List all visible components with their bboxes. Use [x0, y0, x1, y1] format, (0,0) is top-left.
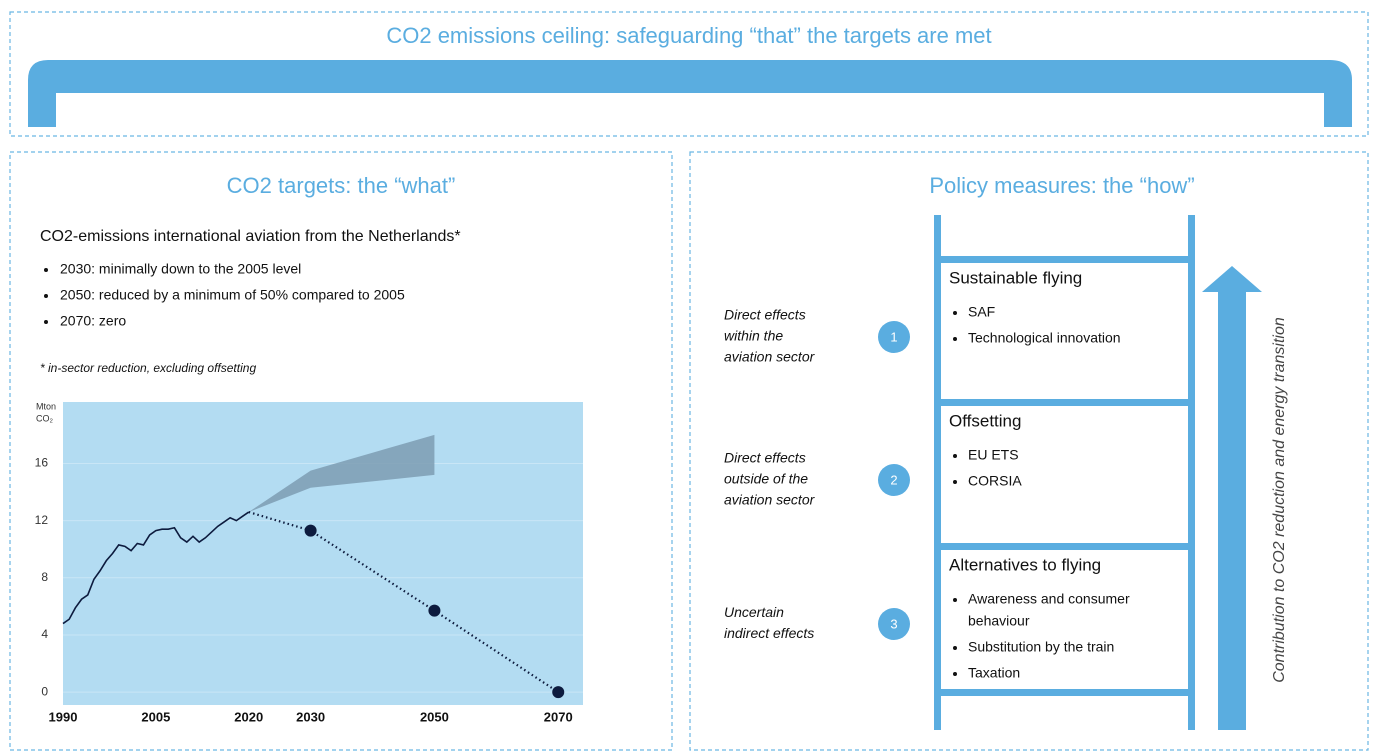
effect-label: outside of the: [724, 471, 808, 487]
plot-background: [63, 402, 583, 705]
bullet-dot: [953, 598, 957, 602]
rung: [934, 399, 1195, 406]
bullet-dot: [44, 294, 48, 298]
arrow-label: Contribution to CO2 reduction and energy…: [1271, 317, 1288, 683]
bullet-dot: [953, 454, 957, 458]
right-frame: [689, 151, 1369, 751]
bullet-dot: [953, 311, 957, 315]
bullet: 2050: reduced by a minimum of 50% compar…: [60, 287, 405, 303]
bracket: [28, 60, 1352, 127]
level-bullet: Technological innovation: [968, 330, 1121, 346]
level-badge: [878, 321, 910, 353]
y-tick-label: 12: [35, 513, 49, 527]
rail: [934, 215, 941, 730]
x-tick-label: 2020: [234, 709, 263, 724]
effect-label: aviation sector: [724, 349, 816, 365]
x-tick-label: 2030: [296, 709, 325, 724]
target-path: [248, 510, 559, 694]
level-number: 2: [890, 472, 897, 487]
bullet: 2030: minimally down to the 2005 level: [60, 261, 301, 277]
footnote: * in-sector reduction, excluding offsett…: [40, 361, 256, 375]
effect-label: Direct effects: [724, 307, 806, 323]
target-point: [304, 524, 317, 537]
level-title: Sustainable flying: [949, 268, 1082, 287]
level-bullet: Awareness and consumer: [968, 591, 1130, 607]
bullet-dot: [953, 480, 957, 484]
effect-label: Uncertain: [724, 604, 784, 620]
y-tick-label: 4: [41, 627, 48, 641]
level-title: Alternatives to flying: [949, 555, 1101, 574]
y-tick-label: 8: [41, 570, 48, 584]
target-point: [428, 604, 441, 617]
level-bullet: SAF: [968, 304, 995, 320]
level-title: Offsetting: [949, 411, 1021, 430]
level-bullet: CORSIA: [968, 473, 1022, 489]
level-bullet: EU ETS: [968, 447, 1019, 463]
targets-subtitle: CO2-emissions international aviation fro…: [40, 228, 461, 245]
level-number: 1: [890, 329, 897, 344]
effect-label: Direct effects: [724, 450, 806, 466]
bullet-dot: [953, 646, 957, 650]
ladder: [934, 215, 1195, 730]
x-tick-label: 2050: [420, 709, 449, 724]
y-tick-label: 16: [35, 456, 49, 470]
rail: [1188, 215, 1195, 730]
history-line: [62, 511, 250, 625]
target-point: [552, 686, 565, 699]
bullet: 2070: zero: [60, 313, 126, 329]
projection-band: [248, 434, 435, 513]
y-axis-label: Mton: [36, 401, 56, 411]
bullet-dot: [44, 268, 48, 272]
level-badge: [878, 464, 910, 496]
bullet-dot: [953, 672, 957, 676]
y-axis-label: CO₂: [36, 413, 54, 423]
y-tick-label: 0: [41, 684, 48, 698]
top-frame: [9, 11, 1369, 137]
measures-title: Policy measures: the “how”: [929, 173, 1194, 198]
level-bullet: Taxation: [968, 665, 1020, 681]
level-number: 3: [890, 616, 897, 631]
x-tick-label: 2070: [544, 709, 573, 724]
bullet-dot: [953, 337, 957, 341]
x-tick-label: 1990: [49, 709, 78, 724]
level-bullet: behaviour: [968, 613, 1030, 629]
left-frame: [9, 151, 673, 751]
level-bullet: Substitution by the train: [968, 639, 1114, 655]
x-tick-label: 2005: [141, 709, 170, 724]
effect-label: aviation sector: [724, 492, 816, 508]
effect-label: within the: [724, 328, 783, 344]
rung: [934, 689, 1195, 696]
level-badge: [878, 608, 910, 640]
targets-title: CO2 targets: the “what”: [227, 173, 456, 198]
bullet-dot: [44, 320, 48, 324]
arrow: [1202, 266, 1262, 730]
rung: [934, 543, 1195, 550]
rung: [934, 256, 1195, 263]
effect-label: indirect effects: [724, 625, 814, 641]
header-title: CO2 emissions ceiling: safeguarding “tha…: [386, 23, 991, 48]
